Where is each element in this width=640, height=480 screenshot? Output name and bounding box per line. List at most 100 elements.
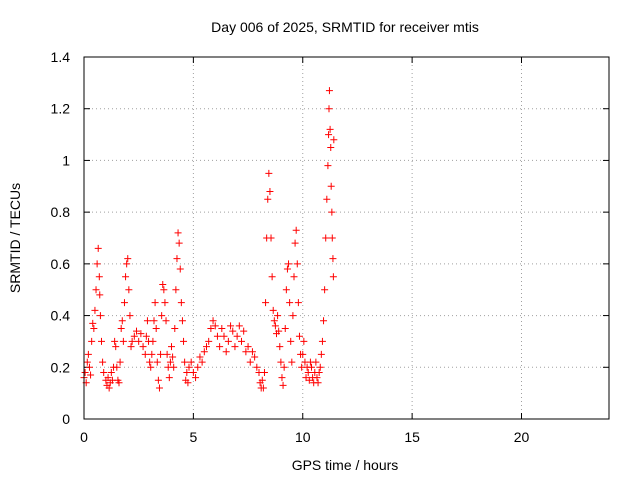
data-point	[327, 144, 335, 151]
data-point	[137, 330, 145, 338]
data-point	[262, 299, 270, 307]
data-point	[315, 368, 323, 376]
data-point	[274, 312, 282, 320]
data-point	[198, 358, 206, 366]
data-point	[161, 299, 169, 307]
data-point	[171, 325, 179, 332]
data-point	[316, 363, 324, 371]
data-point	[286, 299, 294, 307]
data-point	[282, 286, 290, 294]
y-tick-label: 0.8	[51, 204, 71, 220]
data-point	[209, 317, 217, 325]
data-point	[308, 363, 315, 371]
data-point	[104, 374, 112, 382]
data-point	[123, 260, 131, 268]
x-tick-label: 0	[80, 429, 88, 445]
data-point	[304, 368, 312, 376]
data-point	[318, 337, 326, 345]
data-point	[122, 273, 130, 281]
data-point	[328, 234, 336, 242]
data-point	[111, 337, 119, 345]
data-point	[325, 105, 333, 113]
data-point	[169, 353, 177, 361]
data-point	[235, 322, 243, 330]
x-tick-label: 5	[189, 429, 197, 445]
data-point	[229, 327, 237, 335]
data-point	[163, 350, 171, 358]
data-point	[173, 255, 181, 263]
data-point	[294, 299, 302, 307]
data-point	[135, 337, 143, 345]
x-tick-label: 10	[295, 429, 311, 445]
data-point	[154, 376, 162, 384]
data-point	[233, 332, 241, 340]
data-point	[90, 325, 98, 332]
y-tick-label: 0.4	[51, 308, 71, 324]
data-point	[279, 381, 287, 389]
data-point	[155, 384, 163, 392]
data-point	[251, 353, 259, 361]
data-point	[119, 337, 127, 345]
data-point	[268, 273, 276, 281]
data-point	[270, 317, 278, 325]
data-point	[180, 337, 188, 345]
data-point	[283, 265, 291, 273]
data-point	[84, 350, 92, 358]
data-point	[329, 255, 337, 263]
data-point	[151, 299, 159, 307]
data-point	[300, 337, 308, 345]
data-point	[227, 322, 235, 330]
data-point	[177, 299, 185, 307]
data-point	[325, 131, 333, 139]
data-point	[178, 317, 186, 325]
data-point	[85, 363, 93, 371]
y-tick-label: 1	[62, 152, 70, 168]
data-point	[265, 169, 273, 177]
data-point	[259, 384, 267, 392]
y-tick-label: 1.2	[51, 101, 71, 117]
data-point	[158, 312, 166, 320]
data-point	[165, 374, 173, 382]
data-point	[98, 337, 105, 345]
data-point	[324, 162, 332, 170]
data-point	[276, 343, 284, 351]
data-point	[142, 332, 150, 340]
data-point	[152, 325, 160, 332]
data-point	[96, 291, 104, 299]
data-point	[149, 337, 157, 345]
data-point	[246, 358, 254, 366]
data-point	[150, 317, 158, 325]
data-point	[258, 376, 266, 384]
data-point	[128, 337, 136, 345]
data-point	[264, 195, 272, 203]
x-axis-title: GPS time / hours	[292, 457, 399, 473]
data-point	[100, 368, 108, 376]
data-point	[174, 229, 182, 237]
data-point	[326, 125, 334, 133]
data-point	[107, 368, 115, 376]
data-point	[170, 363, 178, 371]
data-point	[288, 358, 296, 366]
axis-ticks	[83, 56, 609, 420]
data-point	[211, 322, 219, 330]
data-point	[153, 358, 161, 366]
data-point	[183, 368, 191, 376]
data-point	[147, 363, 155, 371]
data-point	[162, 317, 170, 325]
data-point	[292, 226, 300, 234]
data-point	[130, 332, 138, 340]
data-point	[118, 317, 126, 325]
data-point	[267, 234, 275, 242]
y-tick-labels: 0 0.2 0.4 0.6 0.8 1 1.2 1.4	[51, 49, 71, 427]
data-point	[289, 312, 297, 320]
data-point	[99, 358, 107, 366]
data-point	[317, 350, 325, 358]
data-point	[200, 348, 208, 356]
data-point	[278, 374, 286, 382]
data-point	[299, 350, 307, 358]
data-point	[281, 325, 289, 332]
data-point	[323, 195, 331, 203]
data-point	[222, 348, 230, 356]
data-point	[266, 187, 274, 195]
data-point	[91, 306, 99, 314]
